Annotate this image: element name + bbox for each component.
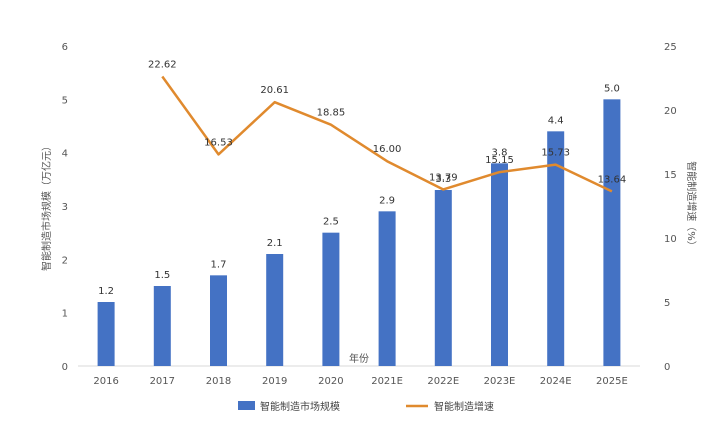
y-tick-label: 6 xyxy=(62,42,68,53)
bar xyxy=(210,275,227,366)
y2-tick-label: 15 xyxy=(664,170,677,181)
y-tick-label: 2 xyxy=(62,255,68,266)
bar-value-label: 3.8 xyxy=(492,147,508,158)
x-tick-label: 2019 xyxy=(262,376,287,387)
y2-tick-label: 20 xyxy=(664,106,677,117)
bar-value-label: 1.2 xyxy=(98,286,114,297)
bar xyxy=(603,99,621,366)
bar xyxy=(491,163,508,366)
line-value-label: 16.00 xyxy=(373,144,402,155)
bar xyxy=(266,254,284,366)
y2-tick-label: 10 xyxy=(664,234,677,245)
x-tick-label: 2017 xyxy=(150,376,175,387)
bar-value-label: 5.0 xyxy=(604,83,620,94)
bar xyxy=(97,302,115,366)
x-axis-title: 年份 xyxy=(349,352,369,365)
y-tick-label: 0 xyxy=(62,362,68,373)
x-tick-label: 2025E xyxy=(596,376,628,387)
line-value-label: 22.62 xyxy=(148,59,177,70)
line-value-label: 16.53 xyxy=(204,137,233,148)
y2-tick-label: 25 xyxy=(664,42,677,53)
y-tick-label: 3 xyxy=(62,202,68,213)
x-tick-label: 2022E xyxy=(427,376,459,387)
line-value-label: 15.73 xyxy=(541,148,570,159)
y2-tick-label: 5 xyxy=(664,298,670,309)
legend-bar-label: 智能制造市场规模 xyxy=(260,400,340,413)
bar-value-label: 4.4 xyxy=(548,115,564,126)
x-tick-label: 2018 xyxy=(206,376,231,387)
bar-value-label: 3.3 xyxy=(435,174,451,185)
bar-value-label: 2.1 xyxy=(267,238,283,249)
bar xyxy=(434,190,452,366)
y2-tick-label: 0 xyxy=(664,362,670,373)
x-tick-label: 2016 xyxy=(93,376,118,387)
bar-value-label: 2.5 xyxy=(323,217,339,228)
bar xyxy=(378,211,396,366)
line-value-label: 13.64 xyxy=(598,174,627,185)
bar xyxy=(547,131,565,366)
line-value-label: 15.15 xyxy=(485,155,514,166)
line-value-label: 18.85 xyxy=(317,108,346,119)
y-axis-title: 智能制造市场规模（万亿元） xyxy=(40,141,53,271)
x-tick-label: 2021E xyxy=(371,376,403,387)
x-tick-label: 2020 xyxy=(318,376,343,387)
legend-bar-swatch xyxy=(238,401,255,410)
x-tick-label: 2023E xyxy=(484,376,516,387)
bar-value-label: 1.5 xyxy=(154,270,170,281)
y-tick-label: 1 xyxy=(62,309,68,320)
legend-line-label: 智能制造增速 xyxy=(434,400,494,413)
line-value-label: 13.79 xyxy=(429,172,458,183)
bar xyxy=(153,286,171,366)
bar-value-label: 1.7 xyxy=(211,259,227,270)
line-value-label: 20.61 xyxy=(260,85,289,96)
y2-axis-title: 智能制造增速（%） xyxy=(685,161,698,251)
bar xyxy=(322,232,340,366)
bar-value-label: 2.9 xyxy=(379,195,395,206)
growth-line xyxy=(161,75,613,193)
y-tick-label: 5 xyxy=(62,95,68,106)
y-tick-label: 4 xyxy=(62,149,68,160)
x-tick-label: 2024E xyxy=(540,376,572,387)
